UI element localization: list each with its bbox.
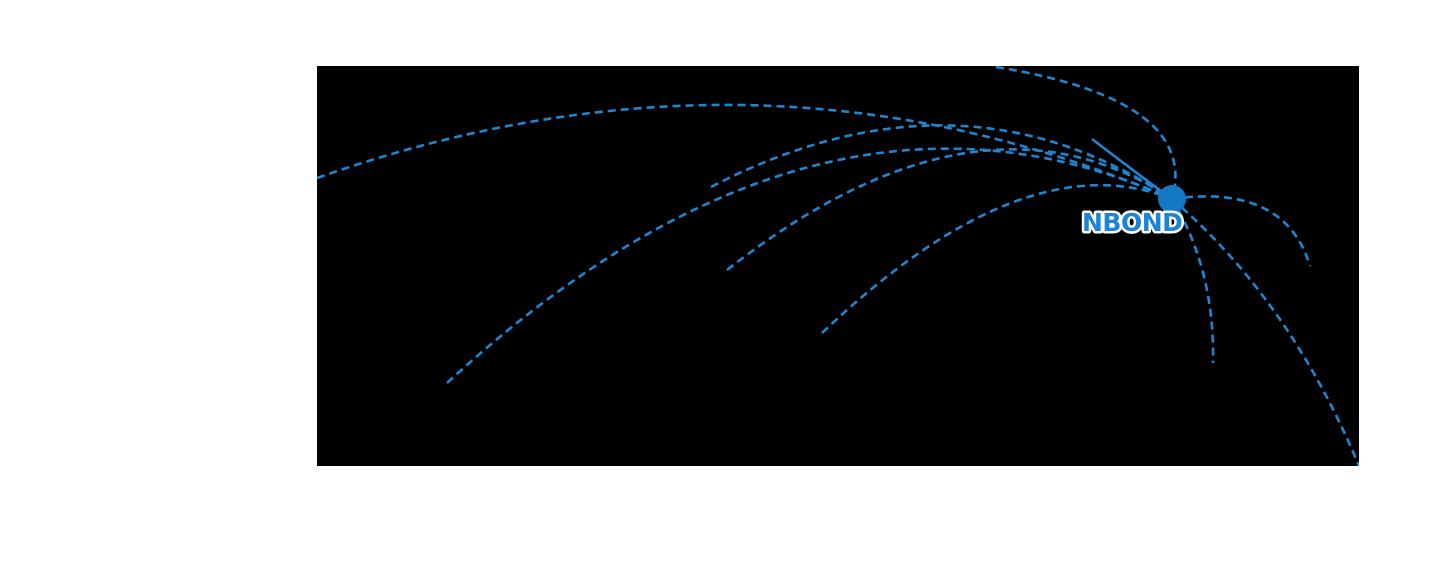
hub-label-nbond: NBOND — [1082, 208, 1182, 237]
map-edge — [1171, 195, 1312, 267]
map-edge — [1171, 198, 1359, 466]
map-edge — [726, 148, 1173, 272]
map-edge — [710, 124, 1173, 201]
node-layer — [1158, 185, 1186, 213]
map-panel-background — [317, 66, 1359, 466]
hub-node-nbond[interactable] — [1158, 185, 1186, 213]
map-edge — [317, 103, 1173, 201]
map-edge — [446, 147, 1173, 384]
map-edge — [1170, 198, 1215, 364]
map-edge — [995, 66, 1177, 200]
hub-label-halo: NBOND — [1082, 208, 1182, 237]
map-edge — [821, 183, 1173, 334]
